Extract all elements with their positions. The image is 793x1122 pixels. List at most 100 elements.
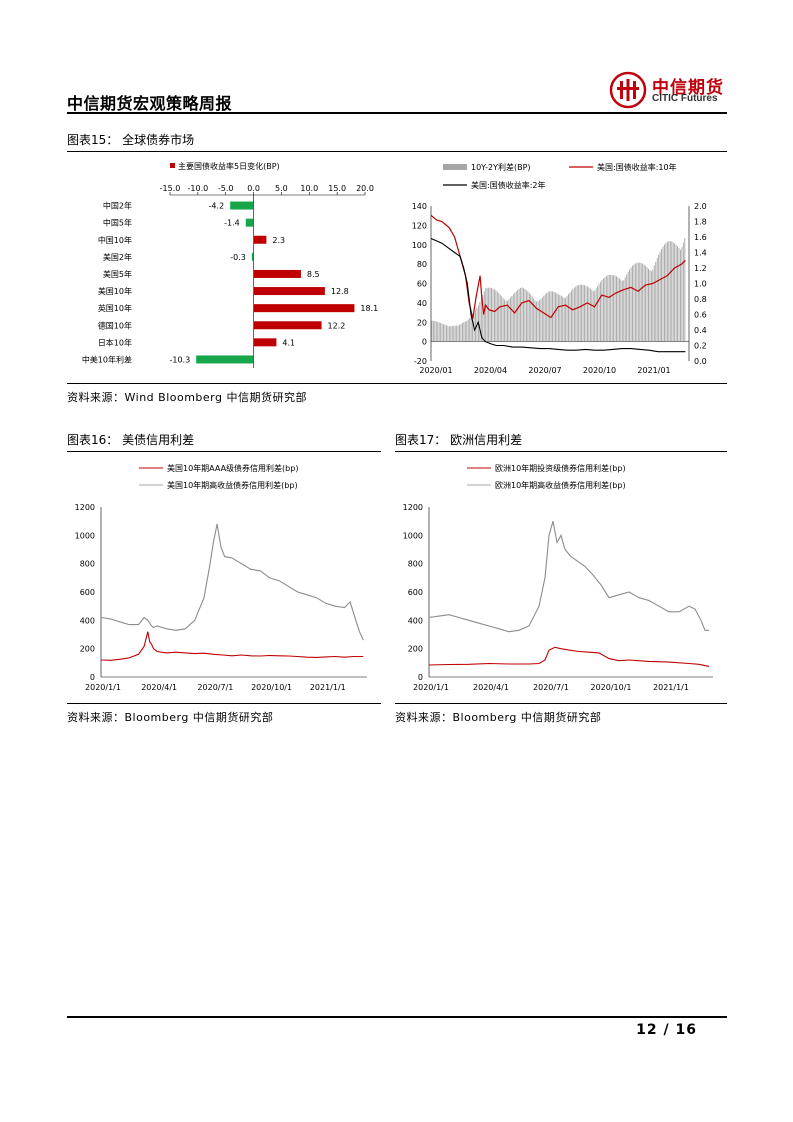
y-left-tick-label: 0 bbox=[422, 338, 427, 347]
eu-credit-spread-chart: 欧洲10年期投资级债券信用利差(bp) 欧洲10年期高收益债券信用利差(bp) 12… bbox=[403, 463, 713, 692]
bar bbox=[253, 321, 322, 330]
bar bbox=[253, 287, 325, 296]
x-tick-label: 2021/1/1 bbox=[310, 683, 346, 692]
fig15-caption: 图表15： 全球债券市场 bbox=[67, 133, 195, 147]
x-tick-label: 20.0 bbox=[356, 184, 374, 193]
x-tick-label: 2020/10/1 bbox=[590, 683, 631, 692]
y-right-tick-label: 1.4 bbox=[694, 249, 707, 258]
fig15-top-rule bbox=[67, 151, 727, 152]
bar bbox=[230, 201, 254, 210]
x-tick-label: 2020/7/1 bbox=[197, 683, 233, 692]
x-tick-label: 2020/1/1 bbox=[85, 683, 121, 692]
y-right-tick-label: 0.2 bbox=[694, 342, 707, 351]
fig16-top-rule bbox=[67, 451, 381, 452]
x-tick-label: -5.0 bbox=[218, 184, 234, 193]
y-tick-label: 0 bbox=[418, 673, 423, 682]
legend-label-us2y: 美国:国债收益率:2年 bbox=[471, 180, 545, 190]
category-label: 美国5年 bbox=[103, 269, 132, 279]
y-tick-label: 1000 bbox=[75, 531, 95, 540]
x-tick-label: 2021/01 bbox=[637, 366, 670, 375]
y-right-tick-label: 0.0 bbox=[694, 357, 707, 366]
x-tick-label: 2020/7/1 bbox=[533, 683, 569, 692]
bond-yield-change-bar-chart: 主要国债收益率5日变化(BP) -15.0 -10.0 -5.0 0.0 5.0 10.0 1… bbox=[82, 161, 378, 368]
page-number: 12 / 16 bbox=[636, 1022, 697, 1038]
legend-swatch-yield-change bbox=[170, 163, 175, 168]
category-label: 中国2年 bbox=[103, 201, 132, 211]
footer-rule bbox=[67, 1016, 727, 1018]
x-tick-label: 2020/10 bbox=[583, 366, 616, 375]
category-label: 中国5年 bbox=[103, 218, 132, 228]
x-tick-label: 10.0 bbox=[300, 184, 318, 193]
x-tick-label: 5.0 bbox=[275, 184, 288, 193]
x-tick-label: 2020/07 bbox=[528, 366, 561, 375]
legend-label-ig: 美国10年期AAA级债券信用利差(bp) bbox=[167, 463, 298, 473]
logo-text-en: CITIC Futures bbox=[652, 93, 718, 104]
category-label: 英国10年 bbox=[98, 303, 132, 313]
y-right-tick-label: 1.2 bbox=[694, 264, 707, 273]
bar-value-label: -4.2 bbox=[209, 202, 225, 211]
y-right-tick-label: 0.4 bbox=[694, 326, 707, 335]
y-tick-label: 400 bbox=[80, 616, 95, 625]
y-tick-label: 1200 bbox=[75, 503, 95, 512]
bar-value-label: 2.3 bbox=[272, 236, 285, 245]
series-line-high-yield bbox=[100, 523, 364, 641]
y-tick-label: 600 bbox=[408, 588, 423, 597]
series-line-investment-grade bbox=[428, 646, 710, 667]
bar bbox=[253, 235, 267, 244]
category-label: 中国10年 bbox=[98, 235, 132, 245]
fig17-bottom-rule bbox=[395, 703, 727, 704]
y-right-tick-label: 0.8 bbox=[694, 295, 707, 304]
fig16-caption: 图表16： 美债信用利差 bbox=[67, 433, 195, 447]
us-credit-spread-chart: 美国10年期AAA级债券信用利差(bp) 美国10年期高收益债券信用利差(bp) 1… bbox=[75, 463, 367, 692]
y-tick-label: 200 bbox=[80, 645, 95, 654]
bar bbox=[251, 252, 254, 261]
x-tick-label: 2020/1/1 bbox=[413, 683, 449, 692]
y-right-tick-label: 1.6 bbox=[694, 233, 707, 242]
x-tick-label: 2020/04 bbox=[474, 366, 507, 375]
x-tick-label: 2020/4/1 bbox=[473, 683, 509, 692]
bar-value-label: -0.3 bbox=[230, 253, 246, 262]
bar-value-label: -10.3 bbox=[169, 355, 190, 364]
x-tick-label: -15.0 bbox=[160, 184, 181, 193]
citic-logo: 中信期货 CITIC Futures bbox=[608, 70, 728, 110]
bar bbox=[253, 338, 277, 347]
y-tick-label: 1200 bbox=[403, 503, 423, 512]
y-tick-label: 200 bbox=[408, 645, 423, 654]
logo-text-cn: 中信期货 bbox=[652, 78, 724, 98]
bar-value-label: 12.8 bbox=[331, 287, 349, 296]
y-left-tick-label: 120 bbox=[412, 221, 427, 230]
citic-logo-icon bbox=[609, 71, 647, 109]
bar bbox=[253, 304, 355, 313]
y-right-tick-label: 1.8 bbox=[694, 218, 707, 227]
x-tick-label: 2020/01 bbox=[419, 366, 452, 375]
header-rule bbox=[67, 112, 727, 114]
y-tick-label: 600 bbox=[80, 588, 95, 597]
y-left-tick-label: -20 bbox=[414, 357, 427, 366]
bar-value-label: 4.1 bbox=[282, 338, 295, 347]
y-left-tick-label: 140 bbox=[412, 202, 427, 211]
fig17-top-rule bbox=[395, 451, 727, 452]
fig17-caption: 图表17： 欧洲信用利差 bbox=[395, 433, 523, 447]
y-right-tick-label: 2.0 bbox=[694, 202, 707, 211]
category-label: 德国10年 bbox=[98, 320, 132, 330]
legend-label-hy: 欧洲10年期高收益债券信用利差(bp) bbox=[495, 480, 626, 490]
category-label: 美国10年 bbox=[98, 286, 132, 296]
category-label: 日本10年 bbox=[98, 337, 132, 347]
x-tick-label: -10.0 bbox=[188, 184, 209, 193]
report-title: 中信期货宏观策略周报 bbox=[67, 94, 233, 113]
bar-value-label: 12.2 bbox=[328, 321, 346, 330]
x-tick-label: 0.0 bbox=[247, 184, 260, 193]
series-line-investment-grade bbox=[100, 631, 364, 661]
bar-value-label: -1.4 bbox=[224, 219, 240, 228]
fig16-source: 资料来源：Bloomberg 中信期货研究部 bbox=[67, 711, 274, 724]
fig16-bottom-rule bbox=[67, 703, 381, 704]
legend-label-hy: 美国10年期高收益债券信用利差(bp) bbox=[167, 480, 298, 490]
legend-label-yield-change: 主要国债收益率5日变化(BP) bbox=[178, 161, 280, 171]
fig17-source: 资料来源：Bloomberg 中信期货研究部 bbox=[395, 711, 602, 724]
fig15-source: 资料来源：Wind Bloomberg 中信期货研究部 bbox=[67, 391, 307, 404]
y-left-tick-label: 40 bbox=[417, 299, 427, 308]
y-tick-label: 0 bbox=[90, 673, 95, 682]
legend-label-spread: 10Y-2Y利差(BP) bbox=[471, 162, 531, 172]
y-tick-label: 800 bbox=[80, 560, 95, 569]
